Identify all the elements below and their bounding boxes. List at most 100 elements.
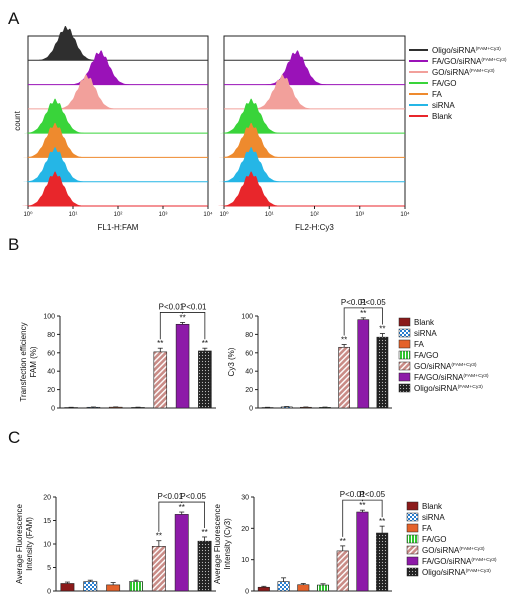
- legend-label: Blank: [422, 502, 443, 511]
- significance-label: **: [157, 339, 163, 348]
- y-tick-label: 5: [47, 565, 51, 572]
- significance-label: **: [340, 537, 346, 546]
- y-tick-label: 0: [245, 589, 249, 596]
- legend-label: FA/GO/siRNA(FAM+Cy3): [414, 373, 489, 382]
- y-tick-label: 80: [47, 332, 55, 339]
- y-tick-label: 100: [241, 314, 253, 321]
- y-tick-label: 20: [245, 387, 253, 394]
- legend-swatch: [406, 534, 419, 544]
- y-tick-label: 15: [43, 518, 51, 525]
- significance-bracket: [362, 307, 383, 325]
- y-tick-label: 20: [241, 526, 249, 533]
- histogram-peak: [21, 147, 89, 182]
- histogram-peak: [217, 123, 286, 158]
- legend-swatch: [406, 501, 419, 511]
- x-tick-label: 10⁴: [203, 211, 213, 218]
- y-tick-label: 100: [43, 314, 55, 321]
- x-tick-label: 10⁰: [219, 211, 229, 218]
- y-axis-label: Cy3 (%): [227, 347, 236, 376]
- legend-swatch: [406, 567, 419, 577]
- significance-label: **: [341, 336, 347, 345]
- legend-label: FA/GO: [422, 535, 446, 544]
- bar: [376, 336, 389, 409]
- legend-swatch: [398, 372, 411, 382]
- bar: [108, 406, 123, 409]
- bar: [336, 550, 349, 592]
- legend-label: FA/GO: [414, 351, 438, 360]
- significance-bracket: [182, 312, 206, 340]
- legend-label: FA: [422, 524, 432, 533]
- x-axis-label: FL2-H:Cy3: [295, 223, 334, 232]
- legend-label: Oligo/siRNA(FAM+Cy3): [422, 568, 491, 577]
- x-tick-label: 10¹: [265, 212, 274, 218]
- y-axis-label: Intensity (FAM): [25, 517, 34, 571]
- significance-label: **: [201, 528, 207, 537]
- bar-chart-b-2: 0 20 40 60 80 100 Cy3 (%) ** ** ** P<0.01P<0.05: [227, 298, 392, 413]
- x-tick-label: 10²: [310, 212, 319, 218]
- histogram-peak: [21, 123, 89, 158]
- legend-label: siRNA: [432, 101, 455, 110]
- bar: [197, 540, 212, 592]
- p-value-label: P<0.01: [341, 298, 367, 307]
- significance-label: **: [179, 313, 185, 322]
- legend-bar-c: Blank siRNA FA FA/GO GO/siRNA(FAM+Cy3) FA/GO/…: [406, 501, 497, 577]
- bar-chart-c-3: 0 5 10 15 20 Average Fluorescence Intensity (F…: [15, 492, 216, 596]
- x-tick-label: 10³: [159, 212, 168, 218]
- significance-label: **: [379, 324, 385, 333]
- y-tick-label: 80: [245, 332, 253, 339]
- bar: [153, 351, 168, 409]
- panel-letter-c: C: [8, 428, 20, 447]
- histogram-chart-2: 10⁰ 10¹ 10² 10³ 10⁴ FL2-H:Cy3: [217, 35, 410, 232]
- legend-swatch: [398, 361, 411, 371]
- y-tick-label: 10: [241, 557, 249, 564]
- bar: [297, 584, 310, 592]
- significance-label: **: [156, 532, 162, 541]
- panel-letter-a: A: [8, 9, 20, 28]
- p-value-label: P<0.05: [360, 298, 386, 307]
- p-value-label: P<0.01: [157, 492, 183, 501]
- bar: [175, 323, 190, 409]
- y-tick-label: 20: [47, 387, 55, 394]
- y-tick-label: 60: [47, 350, 55, 357]
- bar: [280, 406, 293, 409]
- histogram-peak: [66, 50, 134, 85]
- histogram-peak: [217, 147, 286, 182]
- histogram-peak: [32, 26, 100, 61]
- x-tick-label: 10¹: [69, 212, 78, 218]
- legend-label: siRNA: [422, 513, 445, 522]
- bar-chart-c-4: 0 10 20 30 Average Fluorescence Intensity (Cy…: [213, 490, 392, 596]
- histogram-peak: [217, 171, 286, 206]
- panel-b-bar-charts: 0 20 40 60 80 100 Transfection efficiency FAM (…: [19, 298, 489, 413]
- legend-swatch: [398, 350, 411, 360]
- histogram-chart-1: 10⁰ 10¹ 10² 10³ 10⁴ FL1-H:FAM count: [13, 26, 213, 232]
- y-tick-label: 0: [249, 406, 253, 413]
- legend-top: Oligo/siRNA(FAM+Cy3) FA/GO/siRNA(FAM+Cy3)…: [409, 46, 507, 121]
- y-tick-label: 40: [47, 369, 55, 376]
- legend-label: FA: [414, 340, 424, 349]
- legend-swatch: [398, 339, 411, 349]
- y-axis-label: Intensity (Cy3): [223, 518, 232, 570]
- legend-label: FA/GO/siRNA(FAM+Cy3): [432, 57, 507, 66]
- y-tick-label: 20: [43, 495, 51, 502]
- legend-label: Oligo/siRNA(FAM+Cy3): [414, 384, 483, 393]
- legend-swatch: [406, 556, 419, 566]
- legend-label: GO/siRNA(FAM+Cy3): [432, 68, 495, 77]
- significance-bracket: [362, 499, 383, 518]
- legend-bar-b: Blank siRNA FA FA/GO GO/siRNA(FAM+Cy3) FA/GO/…: [398, 317, 489, 393]
- bar: [277, 581, 290, 592]
- y-tick-label: 60: [245, 350, 253, 357]
- histogram-peak: [217, 98, 286, 134]
- histogram-peak: [248, 74, 317, 109]
- legend-label: GO/siRNA(FAM+Cy3): [422, 546, 485, 555]
- legend-swatch: [406, 512, 419, 522]
- legend-swatch: [398, 317, 411, 327]
- histogram-peak: [262, 50, 331, 85]
- bar: [198, 350, 212, 409]
- bar: [106, 584, 121, 592]
- significance-label: **: [179, 503, 185, 512]
- y-tick-label: 0: [51, 406, 55, 413]
- legend-label: siRNA: [414, 329, 437, 338]
